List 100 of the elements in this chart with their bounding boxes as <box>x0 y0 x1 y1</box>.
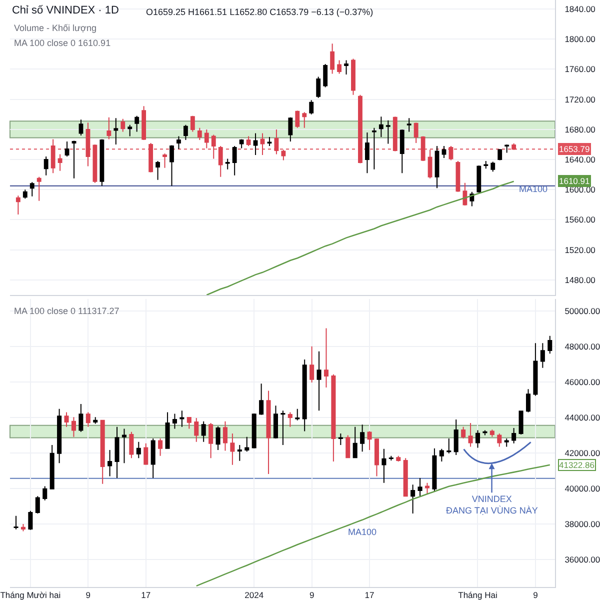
candlestick <box>351 58 356 96</box>
y-tick-label: 36000.00 <box>564 554 600 564</box>
candlestick <box>64 412 69 428</box>
candlestick <box>246 136 251 146</box>
candlestick <box>439 448 444 462</box>
candlestick <box>274 128 279 155</box>
candlestick <box>128 124 132 137</box>
candlestick <box>302 358 307 432</box>
candlestick <box>295 408 300 421</box>
annotation: Volume - Khối lượng <box>14 23 96 33</box>
candlestick <box>388 455 394 461</box>
candlestick <box>442 145 446 159</box>
candlestick <box>142 106 146 140</box>
candlestick <box>184 124 188 140</box>
series-label: MA100 <box>519 184 548 194</box>
candlestick <box>365 132 370 174</box>
candlestick <box>64 140 70 158</box>
candlestick <box>310 346 314 384</box>
annotation: MA 100 close 0 111317.27 <box>14 306 120 316</box>
candlestick <box>468 422 473 448</box>
candlestick <box>273 405 278 439</box>
candlestick <box>446 438 452 454</box>
x-tick-label: 9 <box>86 590 91 600</box>
candlestick <box>386 120 390 144</box>
text: 1610.91 <box>559 176 590 186</box>
line-series <box>196 464 551 587</box>
candlestick <box>406 118 412 132</box>
candlestick <box>78 404 84 432</box>
candlestick <box>36 176 42 202</box>
candlestick <box>120 118 126 132</box>
y-tick-label: 46000.00 <box>564 376 600 387</box>
candlestick <box>134 115 140 132</box>
candlestick <box>106 116 112 140</box>
candlestick <box>512 142 516 150</box>
candlestick <box>28 510 33 530</box>
candlestick <box>50 444 54 490</box>
candlestick <box>280 410 286 446</box>
candlestick <box>410 484 416 514</box>
candlestick <box>372 127 376 170</box>
candlestick <box>346 434 350 459</box>
candlestick <box>44 156 48 176</box>
candlestick <box>316 350 322 412</box>
candlestick <box>259 383 264 416</box>
x-tick-label: 9 <box>533 590 538 600</box>
y-tick-label: 48000.00 <box>564 341 600 352</box>
candlestick <box>344 60 348 75</box>
candlestick <box>403 458 408 497</box>
candlestick <box>186 416 192 430</box>
candlestick <box>190 115 195 132</box>
candlestick <box>122 428 126 464</box>
candlestick <box>86 412 90 428</box>
candlestick <box>490 429 494 438</box>
y-tick-label: 1480.00 <box>564 274 596 285</box>
candlestick <box>358 94 362 164</box>
candlestick <box>434 145 440 189</box>
candlestick <box>456 160 460 192</box>
candlestick <box>165 412 170 450</box>
candlestick <box>71 416 76 438</box>
candlestick <box>129 431 134 459</box>
candlestick <box>172 413 177 430</box>
candlestick <box>239 138 244 149</box>
candlestick <box>316 76 321 98</box>
annotation: VNINDEX ĐANG TẠI VÙNG NÀY <box>446 494 538 516</box>
candlestick <box>475 430 480 448</box>
ref-line-label: 1653.79 <box>559 144 590 154</box>
candlestick <box>253 132 258 156</box>
candlestick <box>158 438 163 456</box>
y-tick-label: 44000.00 <box>564 412 600 422</box>
candlestick <box>420 136 426 162</box>
candlestick <box>382 448 386 484</box>
candlestick <box>518 410 524 436</box>
candlestick <box>42 486 48 501</box>
candlestick <box>462 182 468 206</box>
candlestick <box>267 136 272 146</box>
candlestick <box>288 412 292 428</box>
candlestick <box>512 427 516 444</box>
candlestick <box>461 426 466 439</box>
candlestick <box>526 388 531 413</box>
candlestick <box>201 420 206 442</box>
x-tick-label: 2024 <box>244 590 264 600</box>
candlestick <box>78 119 84 136</box>
x-tick-label: Tháng Mười hai <box>0 590 61 600</box>
candlestick <box>288 116 293 142</box>
x-tick-label: Tháng Hai <box>458 590 498 600</box>
candlestick <box>396 455 401 462</box>
candlestick <box>400 128 404 174</box>
y-tick-label: 1800.00 <box>564 34 596 44</box>
candlestick <box>476 165 482 194</box>
y-tick-label: 1560.00 <box>564 214 596 225</box>
candlestick <box>100 138 104 186</box>
candlestick <box>150 438 156 479</box>
candlestick <box>230 433 235 466</box>
candlestick <box>330 43 335 74</box>
candlestick <box>16 195 20 215</box>
candlestick <box>498 148 502 161</box>
candlestick <box>211 134 216 160</box>
y-tick-label: 50000.00 <box>564 306 600 316</box>
chart-title: Chỉ số VNINDEX · 1D <box>12 4 120 17</box>
candlestick <box>114 118 118 145</box>
candlestick <box>374 438 380 477</box>
